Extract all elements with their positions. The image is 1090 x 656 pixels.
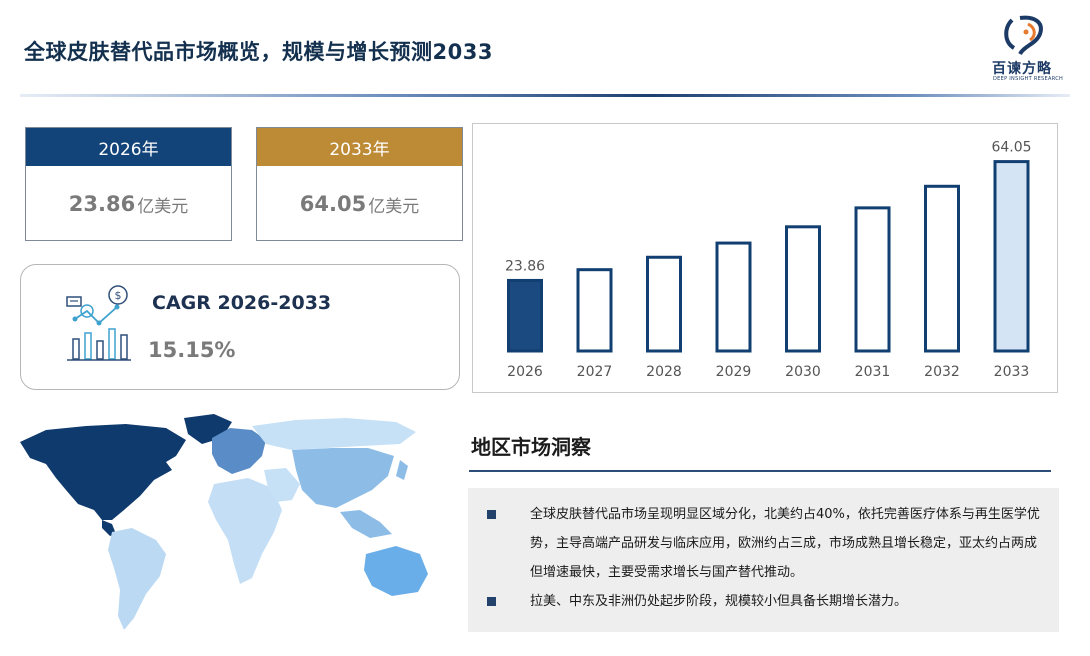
map-asia xyxy=(292,448,394,508)
bar-2030 xyxy=(785,225,821,353)
map-europe xyxy=(212,428,266,474)
x-tick-label: 2031 xyxy=(855,364,891,380)
insight-paragraph-2: 拉美、中东及非洲仍处起步阶段，规模较小但具备长期增长潜力。 xyxy=(530,594,908,609)
bar-2026 xyxy=(507,278,543,353)
insight-paragraph-1: 全球皮肤替代品市场呈现明显区域分化，北美约占40%，依托完善医疗体系与再生医学优… xyxy=(530,507,1040,580)
x-tick-label: 2028 xyxy=(646,364,682,380)
kpi-card-2033: 2033年 64.05 亿美元 xyxy=(256,127,463,241)
map-russia xyxy=(252,418,416,450)
kpi-unit-2033: 亿美元 xyxy=(368,196,420,217)
map-middle-east xyxy=(264,468,300,502)
map-south-america xyxy=(108,528,166,630)
bar-2028 xyxy=(646,255,682,353)
cagr-card: $ CAGR 2026-2033 15.15% xyxy=(20,264,460,390)
cagr-label: CAGR 2026-2033 xyxy=(152,292,332,314)
kpi-value-2033: 64.05 xyxy=(299,192,367,216)
logo-name: 百谏方略 xyxy=(992,61,1052,77)
bar-chart-svg: 2026 23.86 2027 2028 2029 2030 2031 2032 2033 64.… xyxy=(505,140,1032,380)
x-tick-label: 2029 xyxy=(716,364,752,380)
x-tick-label: 2030 xyxy=(785,364,821,380)
region-divider xyxy=(469,470,1051,472)
svg-text:$: $ xyxy=(115,289,122,302)
region-section-title: 地区市场洞察 xyxy=(471,435,591,459)
cagr-value: 15.15% xyxy=(148,338,236,362)
bar-2029 xyxy=(715,241,752,353)
data-label: 64.05 xyxy=(991,140,1031,156)
kpi-year-2026: 2026年 xyxy=(26,128,231,166)
x-tick-label: 2033 xyxy=(994,364,1030,380)
map-japan xyxy=(396,460,408,480)
market-size-chart: 2026 23.86 2027 2028 2029 2030 2031 2032 2033 64.… xyxy=(472,123,1058,393)
bullet-marker xyxy=(487,510,496,519)
x-tick-label: 2027 xyxy=(577,364,613,380)
bar-2033 xyxy=(993,160,1030,353)
map-southeast-asia xyxy=(340,510,392,538)
map-africa xyxy=(208,478,282,584)
data-label: 23.86 xyxy=(505,258,545,274)
kpi-card-2026: 2026年 23.86 亿美元 xyxy=(25,127,232,241)
kpi-unit-2026: 亿美元 xyxy=(137,196,189,217)
kpi-value-2026: 23.86 xyxy=(68,192,136,216)
logo-icon xyxy=(1004,15,1043,56)
bar-2027 xyxy=(576,268,613,353)
logo-tagline: DEEP INSIGHT RESEARCH xyxy=(993,76,1064,82)
x-tick-label: 2032 xyxy=(924,364,960,380)
x-tick-label: 2026 xyxy=(507,364,543,380)
map-north-america xyxy=(20,424,186,520)
bar-2031 xyxy=(854,206,891,353)
header-divider xyxy=(20,94,1070,97)
insight-panel: 全球皮肤替代品市场呈现明显区域分化，北美约占40%，依托完善医疗体系与再生医学优… xyxy=(468,488,1059,632)
page-title: 全球皮肤替代品市场概览，规模与增长预测2033 xyxy=(24,40,493,64)
bullet-marker xyxy=(487,597,496,606)
world-map xyxy=(20,414,428,630)
bar-2032 xyxy=(924,184,960,353)
kpi-year-2033: 2033年 xyxy=(257,128,462,166)
growth-chart-icon: $ xyxy=(66,285,131,361)
map-australia xyxy=(364,546,428,596)
